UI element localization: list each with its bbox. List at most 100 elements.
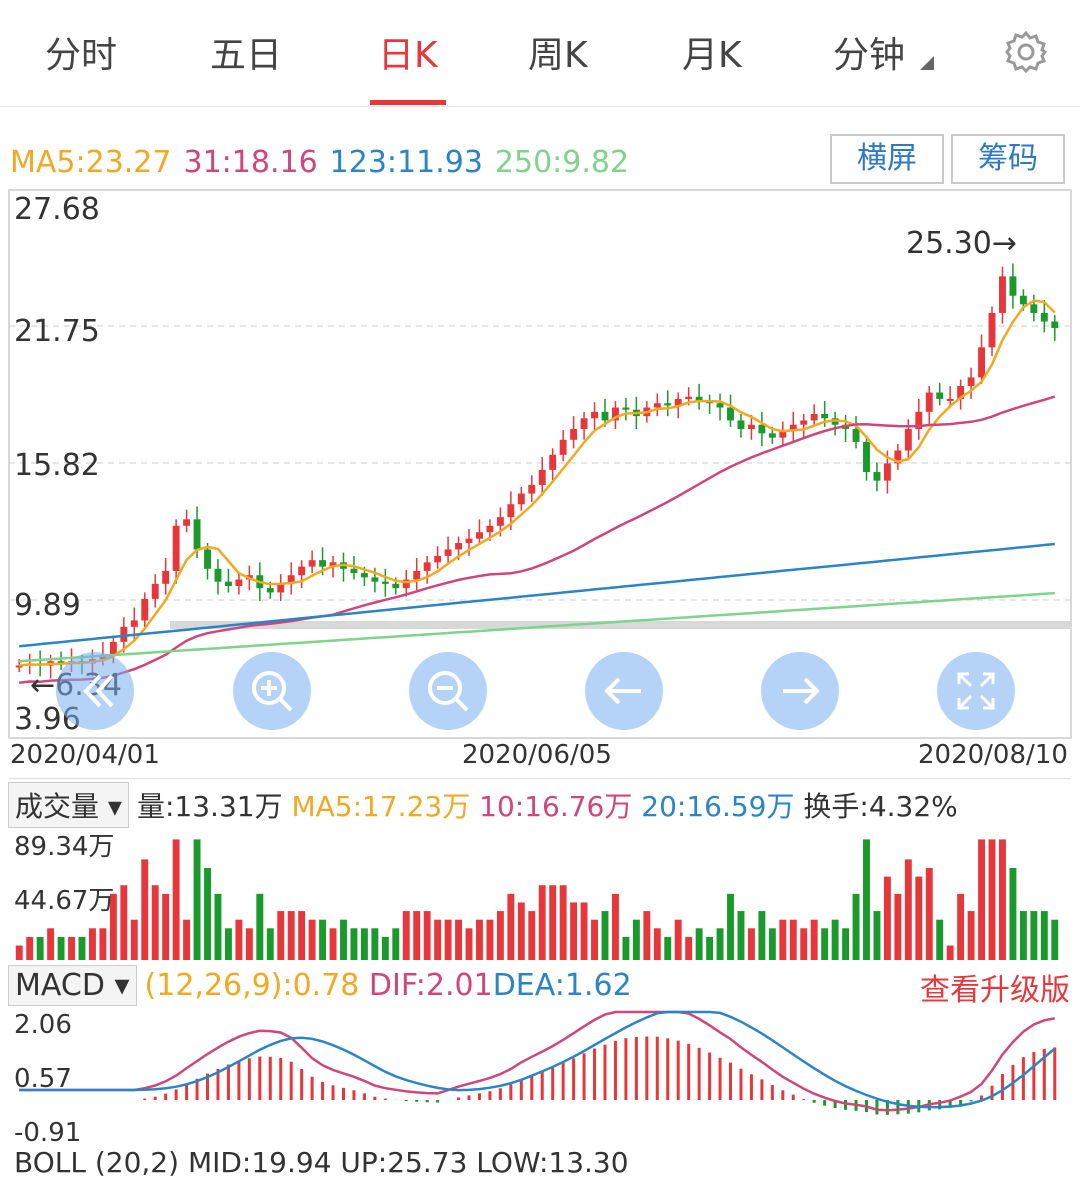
volume-bar bbox=[465, 928, 473, 960]
macd-dea: DEA:1.62 bbox=[492, 968, 632, 1003]
view-upgrade-link[interactable]: 查看升级版 bbox=[920, 973, 1070, 1008]
volume-bar bbox=[517, 902, 525, 960]
macd-selector-label: MACD bbox=[15, 968, 105, 1003]
period-tabs: 分时 五日 日K 周K 月K 分钟 bbox=[0, 0, 1080, 107]
tab-five-day[interactable]: 五日 bbox=[210, 35, 283, 76]
candle-body bbox=[423, 562, 431, 571]
settings-gear-icon[interactable] bbox=[1004, 30, 1048, 74]
candle-body bbox=[151, 583, 159, 599]
candle-body bbox=[528, 484, 536, 494]
candle-body bbox=[329, 562, 337, 567]
tab-intraday[interactable]: 分时 bbox=[45, 35, 118, 76]
price-axis-label: 21.75 bbox=[14, 314, 100, 349]
pan-right-button[interactable] bbox=[761, 652, 839, 730]
price-axis-label: 27.68 bbox=[14, 192, 100, 227]
volume-bar bbox=[695, 928, 703, 960]
candle-body bbox=[674, 398, 682, 406]
volume-bar bbox=[810, 919, 818, 960]
volume-bar bbox=[1051, 919, 1059, 960]
volume-bar bbox=[643, 911, 651, 960]
pan-left-button[interactable] bbox=[585, 652, 663, 730]
volume-ma5: MA5:17.23万 bbox=[291, 790, 471, 823]
volume-bar bbox=[224, 928, 232, 960]
ma31-line bbox=[19, 395, 1056, 684]
volume-bar bbox=[549, 885, 557, 960]
high-price-annotation: 25.30→ bbox=[906, 226, 1018, 261]
volume-bar bbox=[245, 928, 253, 960]
volume-bar bbox=[664, 936, 672, 960]
chips-button[interactable]: 筹码 bbox=[951, 134, 1065, 184]
fullscreen-button[interactable] bbox=[937, 652, 1015, 730]
volume-bar bbox=[266, 928, 274, 960]
candle-body bbox=[789, 424, 797, 432]
volume-bar bbox=[57, 936, 65, 960]
volume-bar bbox=[894, 893, 902, 960]
landscape-button[interactable]: 横屏 bbox=[830, 134, 944, 184]
volume-bar bbox=[653, 928, 661, 960]
candle-body bbox=[611, 407, 619, 421]
candle-body bbox=[946, 398, 954, 401]
candle-body bbox=[298, 566, 306, 576]
volume-bar bbox=[204, 867, 211, 960]
candle-body bbox=[988, 312, 996, 348]
candle-body bbox=[507, 504, 515, 518]
indicator-selector-volume[interactable]: 成交量 ▾ bbox=[8, 782, 129, 828]
volume-bar bbox=[1019, 911, 1027, 960]
candle-body bbox=[852, 429, 860, 442]
volume-bar bbox=[601, 911, 609, 960]
scroll-to-start-button[interactable] bbox=[56, 652, 134, 730]
candles-group bbox=[15, 263, 1059, 679]
candle-body bbox=[266, 588, 274, 593]
volume-bar bbox=[183, 919, 191, 960]
volume-bar bbox=[162, 893, 170, 960]
volume-bar bbox=[747, 928, 755, 960]
volume-bar bbox=[873, 911, 881, 960]
candle-body bbox=[402, 579, 410, 589]
volume-bar bbox=[68, 936, 75, 960]
zoom-out-button[interactable] bbox=[409, 652, 487, 730]
volume-bar bbox=[340, 919, 347, 960]
dropdown-triangle-icon bbox=[920, 56, 934, 70]
volume-bar bbox=[789, 919, 797, 960]
zoom-out-icon bbox=[428, 671, 469, 712]
volume-bar bbox=[863, 839, 870, 960]
volume-bar bbox=[444, 919, 452, 960]
volume-selector-label: 成交量 bbox=[15, 790, 100, 823]
candle-body bbox=[15, 665, 23, 668]
tab-monthly-k[interactable]: 月K bbox=[682, 35, 742, 76]
ma123-value: 123:11.93 bbox=[329, 145, 483, 180]
candle-body bbox=[476, 532, 483, 539]
candle-body bbox=[559, 439, 567, 455]
zoom-in-button[interactable] bbox=[233, 652, 311, 730]
candle-body bbox=[779, 431, 787, 438]
candle-body bbox=[549, 454, 557, 470]
volume-bar bbox=[674, 919, 682, 960]
volume-bar bbox=[737, 911, 745, 960]
candle-body bbox=[214, 568, 222, 582]
right-arrow-icon bbox=[783, 677, 820, 705]
candle-body bbox=[277, 583, 285, 593]
date-axis-mid: 2020/06/05 bbox=[462, 740, 612, 770]
candle-body bbox=[883, 463, 891, 481]
volume-bar bbox=[883, 876, 891, 960]
volume-bar bbox=[622, 936, 630, 960]
candle-body bbox=[570, 429, 578, 440]
candle-body bbox=[130, 620, 138, 627]
candle-body bbox=[109, 641, 117, 655]
candle-body bbox=[360, 573, 368, 578]
volume-bar bbox=[308, 919, 316, 960]
volume-bar bbox=[381, 936, 389, 960]
tab-weekly-k[interactable]: 周K bbox=[528, 35, 588, 76]
tab-daily-k[interactable]: 日K bbox=[378, 35, 438, 76]
volume-bar bbox=[967, 911, 975, 960]
volume-bar bbox=[193, 839, 201, 960]
candle-body bbox=[444, 549, 452, 556]
candle-body bbox=[904, 429, 912, 451]
tab-minute[interactable]: 分钟 bbox=[833, 35, 906, 76]
ma5-value: MA5:23.27 bbox=[10, 145, 172, 180]
candle-body bbox=[308, 560, 316, 567]
zoom-in-icon bbox=[252, 671, 293, 712]
indicator-selector-macd[interactable]: MACD ▾ bbox=[8, 965, 137, 1006]
kline-frame bbox=[8, 189, 1072, 739]
